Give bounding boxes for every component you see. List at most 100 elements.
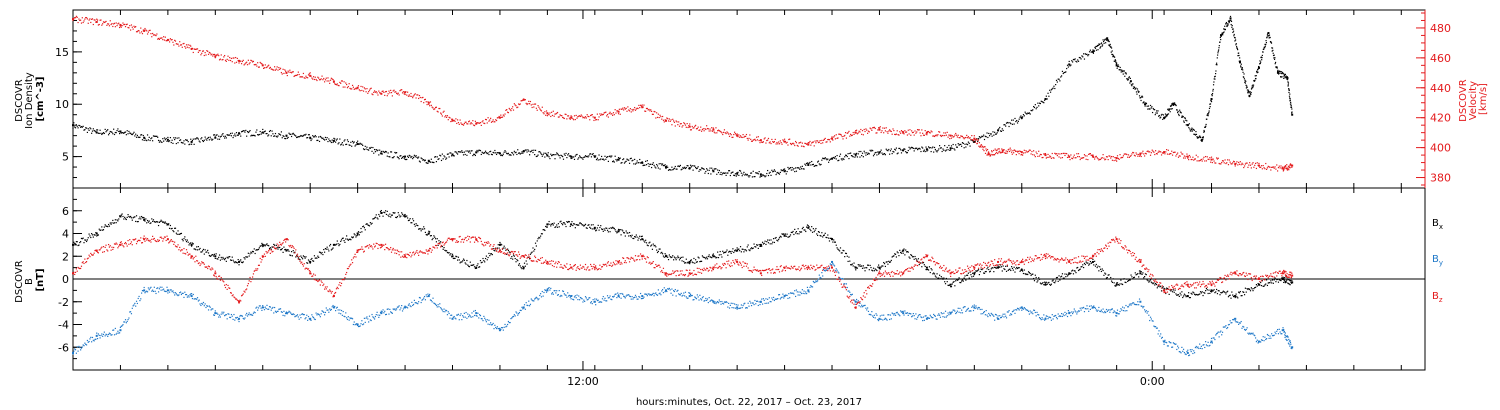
data-point-sample <box>298 73 300 76</box>
data-point-sample <box>775 298 777 300</box>
data-point-sample <box>729 174 731 177</box>
data-point-sample <box>809 286 811 288</box>
data-point <box>95 334 98 337</box>
data-point-sample <box>735 175 737 177</box>
data-point-sample <box>789 292 792 294</box>
data-point-sample <box>667 118 669 120</box>
data-point-sample <box>1254 162 1257 165</box>
data-point-sample <box>176 294 178 296</box>
data-point-sample <box>805 164 807 166</box>
data-point-sample <box>990 133 992 135</box>
data-point-sample <box>1101 157 1103 159</box>
data-point-sample <box>1242 325 1244 328</box>
data-point-sample <box>1275 168 1277 170</box>
data-point-sample <box>214 136 216 138</box>
data-point-sample <box>753 176 755 178</box>
velocity-tick-label: 420 <box>1430 112 1451 125</box>
data-point-sample <box>542 295 544 297</box>
data-point-sample <box>556 111 559 114</box>
data-point-sample <box>1148 151 1150 153</box>
data-point-sample <box>1288 95 1291 97</box>
data-point-sample <box>336 83 338 85</box>
data-point-sample <box>1127 156 1129 158</box>
data-point-sample <box>833 135 836 137</box>
data-point-sample <box>476 149 478 152</box>
data-point-sample <box>304 318 306 320</box>
data-point-sample <box>751 140 753 142</box>
data-point-sample <box>83 20 85 22</box>
data-point-sample <box>331 306 333 308</box>
data-point-sample <box>718 169 720 172</box>
data-point-sample <box>423 102 425 104</box>
data-point-sample <box>179 139 181 142</box>
data-point-sample <box>1165 151 1167 153</box>
data-point-sample <box>1287 168 1289 170</box>
data-point-sample <box>950 313 952 315</box>
data-point-sample <box>340 80 343 82</box>
data-point-sample <box>1178 113 1180 115</box>
data-point-sample <box>735 304 737 306</box>
data-point-sample <box>550 287 552 290</box>
data-point-sample <box>680 169 682 171</box>
data-point-sample <box>1129 155 1131 157</box>
data-point-sample <box>251 61 254 63</box>
data-point-sample <box>1012 310 1014 312</box>
data-point-sample <box>707 172 709 175</box>
data-point-sample <box>1208 111 1210 114</box>
data-point-sample <box>298 318 300 320</box>
data-point-sample <box>1271 47 1274 49</box>
data-point-sample <box>253 64 255 66</box>
data-point-sample <box>1229 19 1231 22</box>
data-point-sample <box>327 77 329 79</box>
data-point-sample <box>1276 66 1278 68</box>
data-point-sample <box>1026 309 1028 311</box>
data-point-sample <box>1182 350 1184 352</box>
data-point-sample <box>665 167 667 170</box>
data-point-sample <box>1215 63 1217 66</box>
data-point-sample <box>784 294 787 296</box>
data-point-sample <box>1016 309 1018 311</box>
data-point-sample <box>335 310 337 312</box>
data-point-sample <box>447 311 449 313</box>
data-point-sample <box>966 143 968 145</box>
data-point-sample <box>680 292 682 295</box>
data-point-sample <box>444 116 446 118</box>
data-point-sample <box>454 120 456 122</box>
data-point-sample <box>440 159 443 162</box>
data-point-sample <box>667 288 669 290</box>
data-point-sample <box>1096 157 1098 159</box>
data-point-sample <box>600 114 602 116</box>
data-point-sample <box>923 319 925 321</box>
data-point-sample <box>1234 40 1236 42</box>
data-point-sample <box>1290 163 1292 166</box>
data-point-sample <box>645 293 647 295</box>
data-point-sample <box>1007 311 1009 313</box>
data-point-sample <box>1081 307 1083 309</box>
data-point-sample <box>747 175 749 177</box>
data-point-sample <box>1066 156 1069 159</box>
data-point-sample <box>316 139 318 142</box>
data-point-sample <box>143 286 145 289</box>
data-point-sample <box>337 143 339 145</box>
data-point-sample <box>365 317 367 319</box>
data-point-sample <box>239 133 241 135</box>
data-point-sample <box>311 77 313 79</box>
data-point-sample <box>560 115 562 117</box>
data-point-sample <box>1000 151 1002 154</box>
data-point-sample <box>896 153 898 155</box>
data-point-sample <box>556 290 558 292</box>
data-point-sample <box>736 174 738 176</box>
data-point-sample <box>624 297 626 299</box>
data-point-sample <box>637 162 639 164</box>
data-point-sample <box>377 149 379 151</box>
data-point-sample <box>1011 153 1013 155</box>
data-point-sample <box>429 299 432 301</box>
data-point-sample <box>1105 42 1107 44</box>
data-point-sample <box>427 162 429 164</box>
data-point-sample <box>380 93 382 95</box>
data-point-sample <box>281 137 283 139</box>
data-point-sample <box>428 103 430 105</box>
data-point-sample <box>297 71 299 73</box>
data-point-sample <box>1085 308 1087 310</box>
data-point-sample <box>955 134 958 136</box>
